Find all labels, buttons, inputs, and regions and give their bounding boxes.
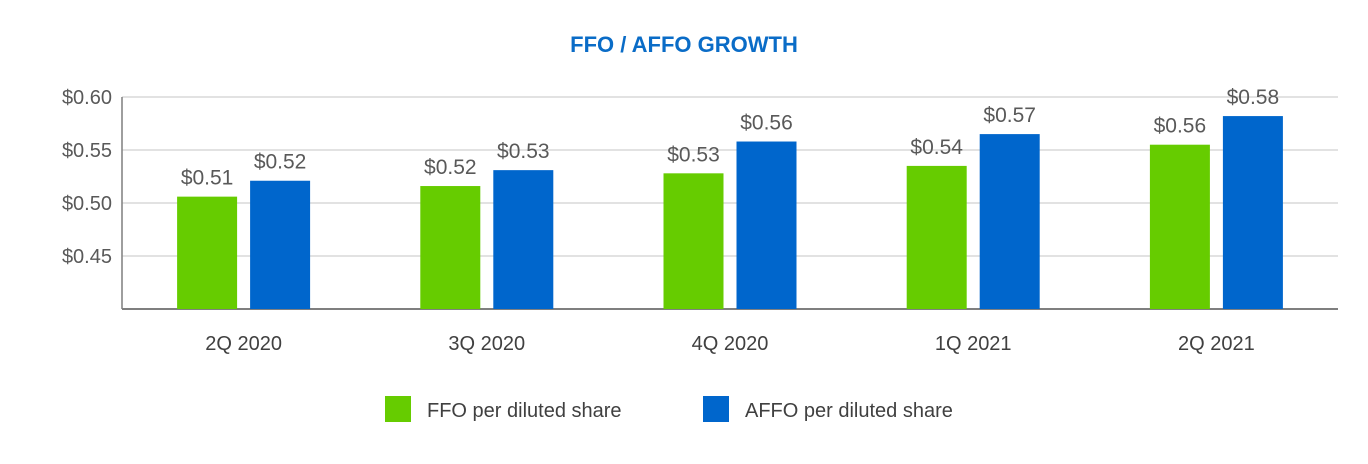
affo-bar: [250, 180, 311, 309]
y-tick-label: $0.45: [62, 246, 112, 268]
ffo-bar: [1149, 144, 1210, 309]
chart-title: FFO / AFFO GROWTH: [570, 32, 798, 57]
x-category-label: 1Q 2021: [935, 333, 1012, 355]
bars: [177, 116, 1283, 309]
ffo-data-label: $0.54: [910, 136, 963, 159]
ffo-bar: [420, 186, 481, 309]
affo-data-label: $0.52: [254, 151, 307, 174]
ffo-bar: [663, 173, 724, 309]
legend-swatch-ffo: [385, 396, 411, 422]
data-labels: $0.51 $0.52 $0.52 $0.53 $0.53 $0.56 $0.54 $0.57…: [181, 86, 1279, 190]
gridlines: [122, 96, 1338, 257]
x-category-label: 2Q 2021: [1178, 333, 1255, 355]
ffo-data-label: $0.56: [1154, 115, 1207, 138]
legend-label-ffo: FFO per diluted share: [427, 400, 622, 422]
affo-bar: [493, 170, 554, 309]
legend-swatch-affo: [703, 396, 729, 422]
affo-data-label: $0.53: [497, 140, 550, 163]
ffo-bar: [906, 165, 967, 309]
affo-bar: [1222, 116, 1283, 309]
x-category-label: 2Q 2020: [205, 333, 282, 355]
ffo-data-label: $0.53: [667, 143, 720, 166]
x-category-label: 3Q 2020: [448, 333, 525, 355]
ffo-data-label: $0.52: [424, 156, 477, 179]
affo-data-label: $0.58: [1227, 86, 1280, 109]
x-category-label: 4Q 2020: [692, 333, 769, 355]
affo-bar: [979, 134, 1040, 309]
affo-bar: [736, 141, 797, 309]
ffo-bar: [177, 196, 238, 309]
y-tick-label: $0.55: [62, 140, 112, 162]
affo-data-label: $0.56: [740, 112, 793, 135]
affo-data-label: $0.57: [983, 104, 1036, 127]
ffo-data-label: $0.51: [181, 167, 234, 190]
axes: $0.45 $0.50 $0.55 $0.60 2Q 2020 3Q 2020 4Q 202…: [62, 87, 1338, 355]
legend-label-affo: AFFO per diluted share: [745, 400, 953, 422]
y-tick-label: $0.60: [62, 87, 112, 109]
legend: FFO per diluted share AFFO per diluted sh…: [385, 396, 953, 422]
y-tick-label: $0.50: [62, 193, 112, 215]
